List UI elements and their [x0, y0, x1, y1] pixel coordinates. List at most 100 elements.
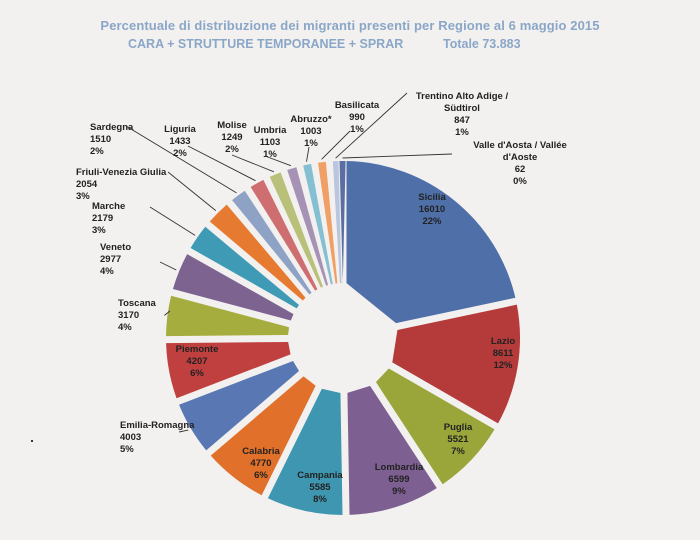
slice-label: 1510 [90, 134, 111, 145]
slice-label: Veneto [100, 242, 131, 253]
slice-label: 12% [493, 360, 513, 371]
chart-total: Totale 73.883 [443, 37, 521, 51]
pie-slice [346, 161, 516, 324]
pie-slice [267, 388, 343, 515]
pie-slice [190, 226, 299, 309]
leader-line [164, 310, 171, 316]
leader-line [159, 261, 177, 271]
slice-label: Campania [297, 470, 343, 481]
slice-label: Marche [92, 201, 125, 212]
slice-label: 3% [92, 225, 106, 236]
pie-slice [250, 179, 318, 291]
scan-dot [31, 440, 33, 442]
slice-label: Puglia [444, 422, 473, 433]
slice-label: 990 [349, 112, 365, 123]
pie-slice [303, 163, 333, 285]
slice-label: 4770 [250, 458, 271, 469]
slice-label: 6% [190, 368, 204, 379]
slice-label: 5521 [447, 434, 469, 445]
leader-line [178, 429, 189, 433]
pie-slice [232, 190, 312, 295]
leader-line [187, 145, 256, 182]
slice-label: Abruzzo* [290, 114, 331, 125]
slice-label: Friuli-Venezia Giulia [76, 167, 167, 178]
slice-label: 8% [313, 494, 327, 505]
slice-label: Piemonte [176, 344, 219, 355]
chart-title: Percentuale di distribuzione dei migrant… [100, 18, 600, 33]
slice-label: 847 [454, 115, 470, 126]
pie-slice [210, 376, 316, 496]
chart-subtitle: CARA + STRUTTURE TEMPORANEE + SPRAR [128, 37, 404, 51]
slice-label: Südtirol [444, 103, 480, 114]
slice-label: Lazio [491, 336, 515, 347]
slice-label: 4% [100, 266, 114, 277]
slice-label: 2% [225, 144, 239, 155]
pie-slice [179, 360, 299, 451]
leader-line [342, 153, 453, 159]
slice-label: 2054 [76, 179, 98, 190]
slice-label: 8611 [493, 348, 514, 359]
pie-slice [172, 254, 294, 321]
slice-label: Molise [217, 120, 247, 131]
slice-label: 1003 [300, 126, 321, 137]
slice-label: Sardegna [90, 122, 134, 133]
pie-slice [287, 167, 329, 286]
leader-line [167, 171, 217, 211]
slice-label: 2179 [92, 213, 113, 224]
slice-label: 4207 [186, 356, 207, 367]
slice-label: Emilia-Romagna [120, 420, 195, 431]
slice-label: Umbria [254, 125, 287, 136]
slice-label: d'Aoste [503, 152, 537, 163]
leader-line [149, 206, 196, 236]
leader-line [264, 155, 292, 167]
slice-label: 5% [120, 444, 134, 455]
pie-slice [375, 368, 495, 485]
slice-label: Valle d'Aosta / Vallée [473, 140, 567, 151]
slice-label: 16010 [419, 204, 445, 215]
pie-slice [166, 295, 290, 337]
pie-slice [347, 385, 437, 515]
slice-label: 3170 [118, 310, 139, 321]
slice-label: Toscana [118, 298, 157, 309]
leader-line [306, 146, 310, 162]
leader-line [321, 130, 351, 160]
slice-label: Sicilia [418, 192, 446, 203]
slice-label: 62 [515, 164, 526, 175]
slice-label: 2% [90, 146, 104, 157]
pie-slice [318, 161, 338, 284]
slice-label: 3% [76, 191, 90, 202]
slice-label: 2977 [100, 254, 121, 265]
leader-line [125, 125, 237, 194]
slice-label: 7% [451, 446, 465, 457]
slice-label: 1% [304, 138, 318, 149]
slice-label: Lombardia [375, 462, 424, 473]
slice-label: Calabria [242, 446, 280, 457]
pie-slice [332, 161, 342, 284]
slice-label: Liguria [164, 124, 196, 135]
slice-label: Basilicata [335, 100, 380, 111]
slice-label: 1% [455, 127, 469, 138]
slice-label: 0% [513, 176, 527, 187]
slice-label: 1103 [260, 137, 281, 148]
slice-label: 6599 [388, 474, 409, 485]
pie-slice [269, 172, 323, 288]
slice-label: Trentino Alto Adige / [416, 91, 509, 102]
pie-slice [209, 204, 306, 301]
slice-label: 5585 [309, 482, 331, 493]
slice-label: 4% [118, 322, 132, 333]
slice-label: 6% [254, 470, 268, 481]
slice-label: 4003 [120, 432, 141, 443]
pie-slice [339, 161, 346, 283]
leader-line [335, 92, 408, 159]
leader-line [231, 154, 275, 173]
pie-slice [166, 341, 291, 399]
slice-label: 22% [422, 216, 442, 227]
slice-label: 2% [173, 148, 187, 159]
slice-label: 1249 [221, 132, 242, 143]
slice-label: 1433 [169, 136, 190, 147]
slice-label: 9% [392, 486, 406, 497]
pie-slice [392, 304, 520, 424]
slice-label: 1% [350, 124, 364, 135]
